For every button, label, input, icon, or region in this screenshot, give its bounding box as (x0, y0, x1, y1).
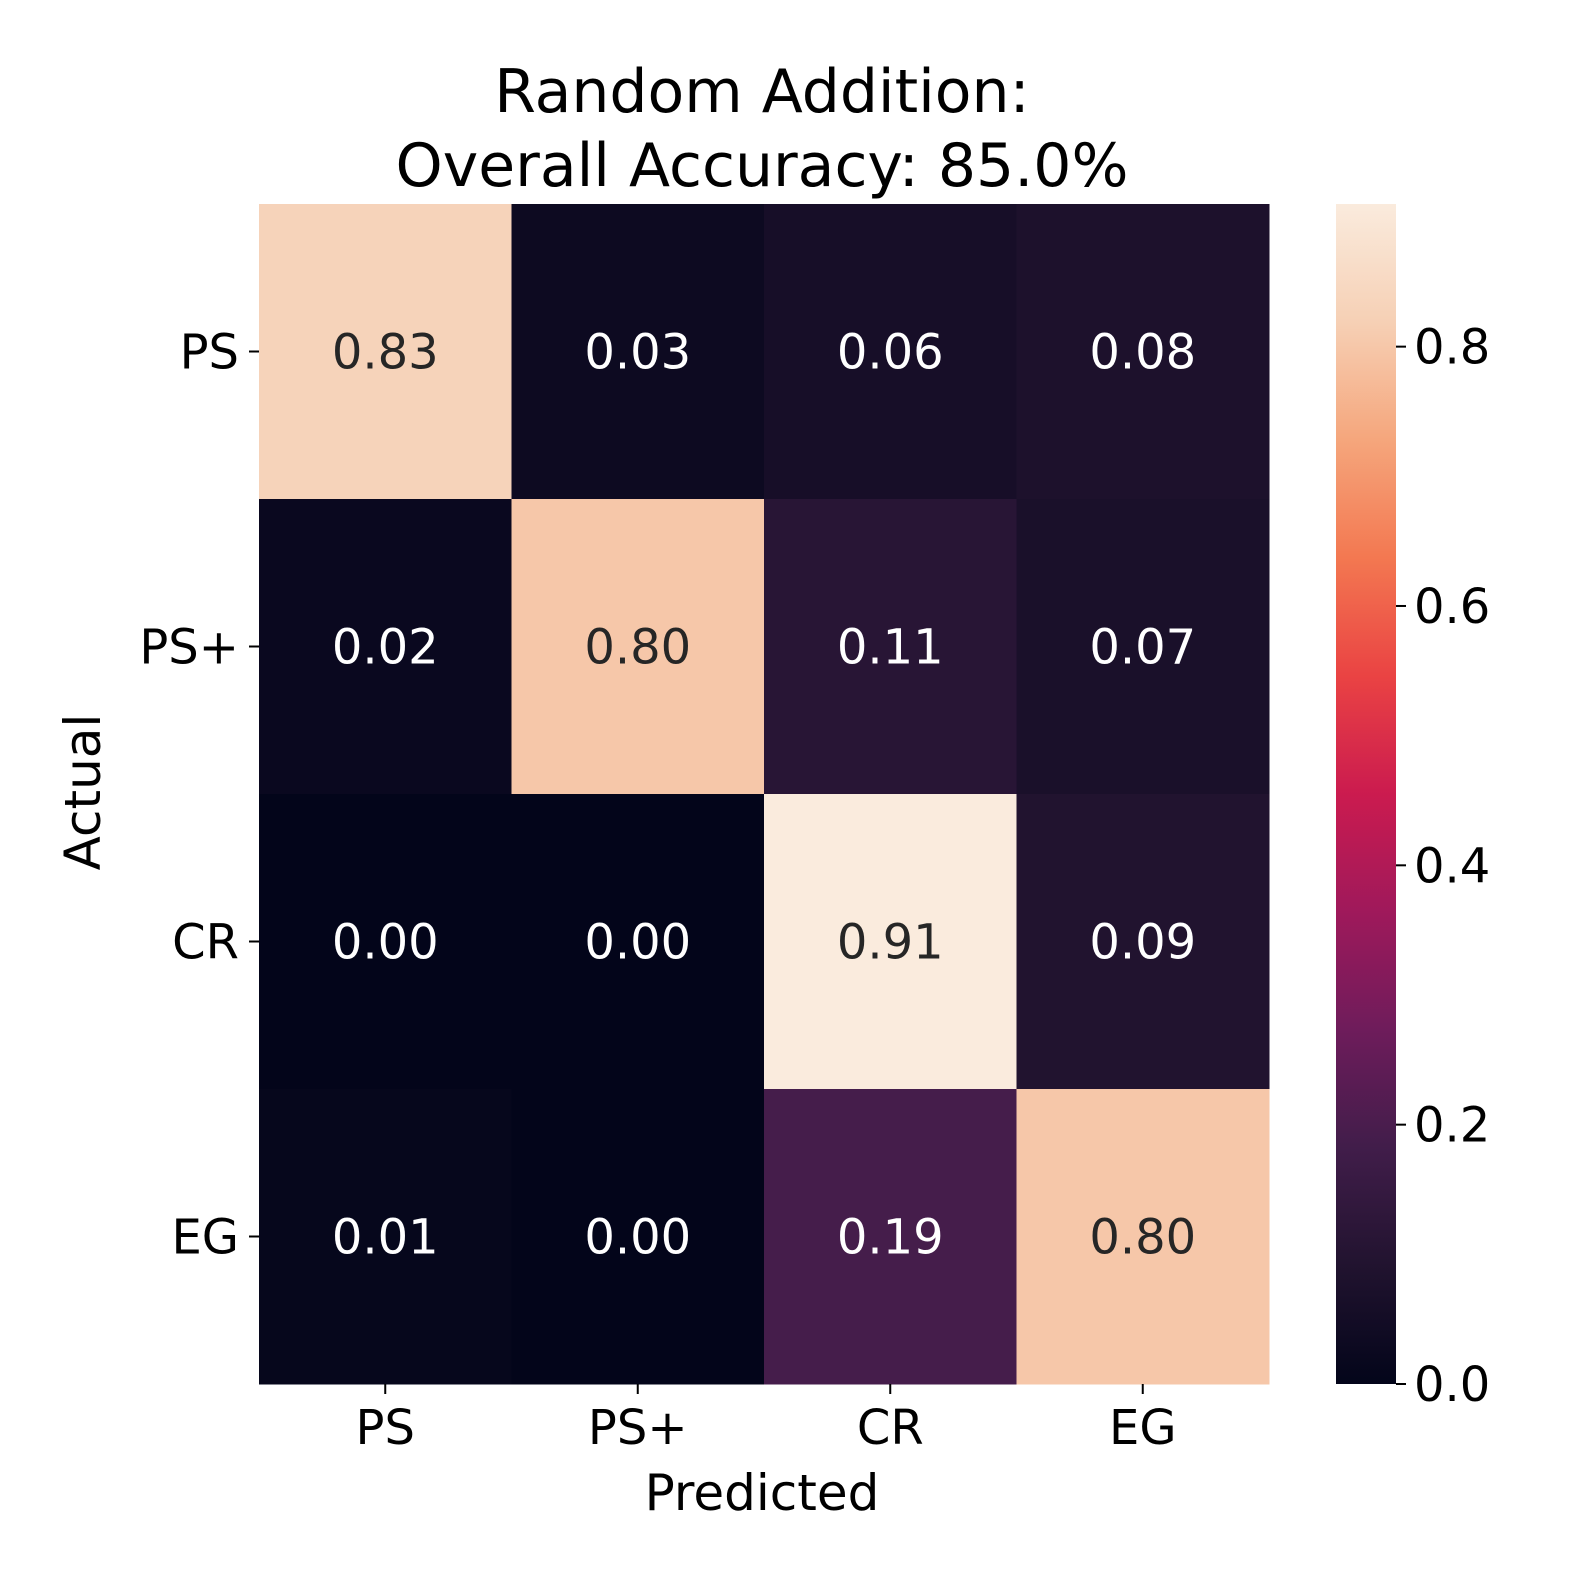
heatmap-cell (764, 1089, 1017, 1385)
cell-value-label: 0.03 (584, 325, 691, 381)
heatmap-cell (259, 1089, 512, 1385)
heatmap-cell (1016, 794, 1270, 1090)
x-tick-label: PS+ (588, 1400, 688, 1456)
y-tick-label: EG (171, 1210, 239, 1266)
x-tick-label: PS (356, 1400, 415, 1456)
heatmap-cells: 0.83 0.03 0.06 0.08 0.02 0.80 0.11 0.07 0.00 0.00… (259, 204, 1270, 1385)
y-axis-label: Actual (54, 714, 112, 871)
cell-value-label: 0.08 (1089, 325, 1196, 381)
heatmap-cell (259, 204, 512, 500)
heatmap-cell (259, 794, 512, 1090)
cell-value-label: 0.09 (1089, 915, 1196, 971)
heatmap-cell (764, 794, 1017, 1090)
y-axis-ticks: PS PS+ CR EG (139, 325, 259, 1266)
heatmap-cell (511, 1089, 765, 1385)
y-tick-label: PS+ (139, 620, 239, 676)
heatmap-cell (511, 499, 765, 795)
heatmap-cell (1016, 204, 1270, 500)
colorbar-tick-label: 0.6 (1414, 579, 1490, 635)
cell-value-label: 0.01 (332, 1210, 439, 1266)
x-axis-label: Predicted (645, 1464, 880, 1522)
cell-value-label: 0.19 (837, 1210, 944, 1266)
heatmap-cell (511, 794, 765, 1090)
cell-value-label: 0.00 (332, 915, 439, 971)
heatmap-cell (259, 499, 512, 795)
x-tick-label: CR (857, 1400, 924, 1456)
colorbar-tick-label: 0.0 (1414, 1357, 1490, 1413)
x-tick-label: EG (1109, 1400, 1177, 1456)
cell-value-label: 0.11 (837, 620, 944, 676)
cell-value-label: 0.00 (584, 915, 691, 971)
y-tick-label: PS (180, 325, 239, 381)
chart-title-line-1: Random Addition: (494, 57, 1029, 127)
x-axis-ticks: PS PS+ CR EG (356, 1384, 1177, 1456)
colorbar-tick-label: 0.2 (1414, 1098, 1490, 1154)
heatmap-cell (764, 204, 1017, 500)
heatmap-cell (511, 204, 765, 500)
heatmap-cell (1016, 499, 1270, 795)
chart-title-line-2: Overall Accuracy: 85.0% (396, 131, 1129, 201)
colorbar-tick-label: 0.4 (1414, 838, 1490, 894)
colorbar (1336, 204, 1396, 1384)
y-tick-label: CR (172, 915, 239, 971)
heatmap-cell (764, 499, 1017, 795)
colorbar-ticks: 0.0 0.2 0.4 0.6 0.8 (1396, 320, 1490, 1413)
cell-value-label: 0.00 (584, 1210, 691, 1266)
cell-value-label: 0.80 (584, 620, 691, 676)
cell-value-label: 0.83 (332, 325, 439, 381)
cell-value-label: 0.80 (1089, 1210, 1196, 1266)
heatmap-cell (1016, 1089, 1270, 1385)
cell-value-label: 0.91 (837, 915, 944, 971)
cell-value-label: 0.02 (332, 620, 439, 676)
cell-value-label: 0.06 (837, 325, 944, 381)
colorbar-tick-label: 0.8 (1414, 320, 1490, 376)
cell-value-label: 0.07 (1089, 620, 1196, 676)
